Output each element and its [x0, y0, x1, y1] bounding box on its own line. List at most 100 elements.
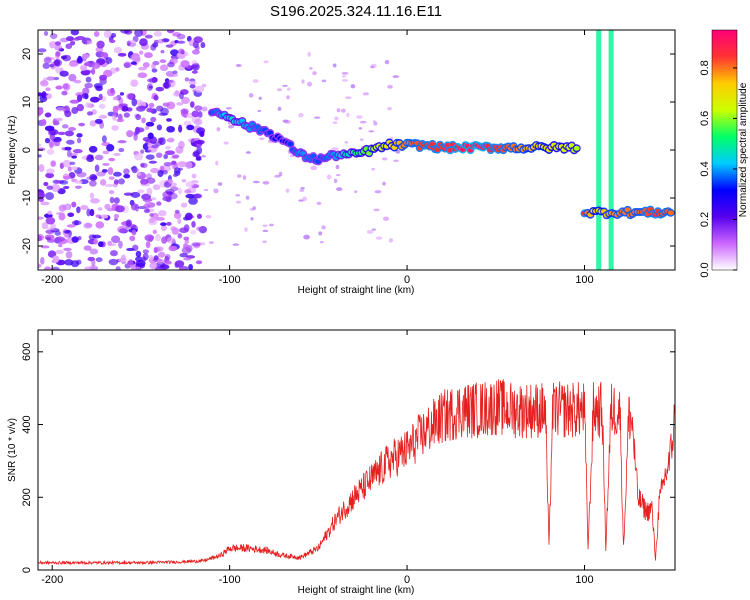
noise-speckle [258, 137, 265, 140]
noise-speckle [130, 61, 137, 65]
noise-speckle [188, 197, 198, 205]
noise-speckle [228, 125, 234, 129]
noise-speckle [286, 95, 290, 100]
noise-speckle [98, 103, 106, 109]
noise-speckle [86, 208, 91, 217]
noise-speckle [135, 250, 142, 258]
noise-speckle [144, 125, 150, 130]
noise-speckle [113, 171, 122, 177]
colorbar: 0.0 0.2 0.4 0.6 0.8 Normalized spectral ampl… [699, 29, 749, 278]
noise-speckle [153, 94, 159, 101]
noise-speckle [307, 51, 311, 57]
noise-speckle [82, 87, 90, 95]
noise-speckle [66, 36, 74, 42]
noise-speckle [303, 234, 310, 240]
noise-speckle [111, 125, 119, 131]
vertical-feature [596, 30, 602, 270]
noise-speckle [89, 248, 99, 255]
snr-ticks: -200 -100 0 100 0 200 400 600 [21, 330, 675, 586]
noise-speckle [148, 102, 155, 108]
noise-speckle [60, 55, 67, 60]
noise-speckle [287, 87, 291, 91]
noise-speckle [163, 161, 173, 167]
noise-speckle [332, 63, 337, 68]
noise-speckle [153, 246, 158, 254]
figure-title: S196.2025.324.11.16.E11 [270, 3, 442, 20]
noise-speckle [142, 62, 150, 68]
noise-speckle [43, 57, 52, 64]
noise-speckle [319, 240, 324, 244]
noise-speckle [138, 66, 147, 71]
noise-speckle [40, 256, 45, 265]
noise-speckle [98, 241, 104, 248]
noise-speckle [89, 180, 97, 187]
noise-speckle [39, 94, 48, 103]
noise-speckle [83, 69, 92, 74]
noise-speckle [66, 150, 72, 158]
noise-speckle [74, 185, 82, 189]
noise-speckle [44, 137, 51, 144]
noise-speckle [146, 187, 153, 196]
noise-speckle [341, 75, 347, 78]
noise-speckle [316, 201, 322, 206]
noise-speckle [164, 145, 172, 150]
noise-speckle [282, 84, 288, 87]
noise-speckle [191, 110, 200, 118]
noise-speckle [51, 184, 61, 192]
noise-speckle [382, 157, 388, 161]
noise-speckle [71, 236, 79, 243]
snr-panel: -200 -100 0 100 0 200 400 600 Height of straigh… [7, 329, 676, 596]
noise-speckle [119, 92, 125, 96]
noise-speckle [107, 243, 116, 247]
noise-speckle [43, 31, 49, 36]
noise-speckle [53, 58, 63, 67]
noise-speckle [252, 180, 260, 184]
noise-speckle [149, 262, 158, 270]
noise-speckle [95, 85, 103, 92]
noise-speckle [130, 191, 141, 198]
colorbar-tick-label: 0.2 [699, 212, 711, 227]
noise-speckle [153, 39, 159, 45]
noise-speckle [76, 57, 84, 64]
noise-speckle [108, 176, 115, 180]
noise-speckle [63, 247, 72, 252]
noise-speckle [54, 45, 63, 51]
noise-speckle [192, 151, 199, 158]
spectrogram-heatmap [38, 30, 675, 270]
noise-speckle [170, 186, 179, 192]
noise-speckle [86, 111, 93, 116]
noise-speckle [344, 141, 349, 144]
noise-speckle [157, 137, 164, 144]
noise-speckle [131, 165, 138, 174]
noise-speckle [181, 96, 190, 105]
noise-speckle [80, 204, 89, 210]
noise-speckle [55, 106, 66, 112]
noise-speckle [184, 77, 190, 82]
noise-speckle [64, 146, 72, 151]
noise-speckle [146, 83, 153, 91]
noise-speckle [99, 179, 107, 186]
noise-speckle [188, 80, 197, 85]
noise-speckle [180, 108, 189, 115]
noise-speckle [104, 203, 111, 210]
snr-x-tick-label: 0 [404, 574, 410, 586]
noise-speckle [108, 157, 116, 162]
noise-speckle [41, 222, 49, 230]
noise-speckle [346, 112, 350, 118]
noise-speckle [144, 52, 153, 59]
noise-speckle [93, 238, 99, 245]
noise-speckle [55, 117, 63, 122]
noise-speckle [162, 81, 172, 89]
noise-speckle [118, 178, 125, 185]
noise-speckle [171, 227, 180, 235]
noise-speckle [178, 48, 185, 54]
spectrogram-x-tick-label: -100 [219, 274, 241, 286]
noise-speckle [139, 38, 148, 47]
spectrogram-y-tick-label: -10 [21, 190, 33, 206]
noise-speckle [133, 133, 138, 141]
noise-speckle [115, 266, 121, 270]
noise-speckle [168, 179, 173, 184]
noise-speckle [340, 108, 346, 113]
